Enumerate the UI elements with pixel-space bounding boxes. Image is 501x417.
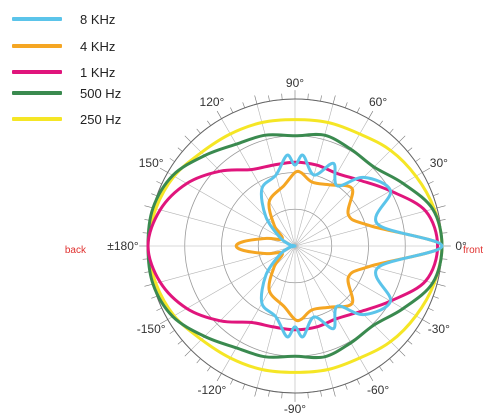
angle-label: 120°: [200, 95, 225, 109]
angle-label: 0°: [455, 239, 467, 253]
grid-tick: [196, 358, 201, 364]
grid-tick: [207, 366, 211, 372]
grid-tick: [332, 387, 336, 397]
grid-tick: [230, 379, 234, 385]
grid-tick: [344, 384, 348, 390]
legend-item-4-khz: 4 KHz: [12, 38, 115, 54]
angle-label: 90°: [286, 76, 304, 90]
series-line-4-khz: [234, 169, 444, 323]
grid-tick: [344, 102, 348, 108]
grid-tick: [159, 319, 168, 325]
grid-tick: [184, 135, 192, 143]
grid-tick: [422, 167, 431, 173]
grid-tick: [184, 349, 192, 357]
grid-tick: [281, 93, 283, 100]
back-label: back: [65, 245, 87, 256]
grid-tick: [177, 340, 183, 345]
legend-swatch: [12, 70, 62, 74]
grid-tick: [389, 358, 394, 364]
grid-tick: [433, 295, 439, 299]
grid-tick: [356, 379, 360, 385]
grid-tick: [254, 387, 258, 397]
grid-tick: [254, 95, 258, 105]
legend-label: 500 Hz: [80, 85, 122, 101]
grid-tick: [433, 193, 439, 197]
angle-label: ±180°: [107, 239, 139, 253]
grid-tick: [242, 102, 246, 108]
grid-tick: [242, 384, 246, 390]
grid-tick: [428, 307, 434, 311]
series-line-1-khz: [146, 160, 440, 332]
grid-tick: [268, 95, 270, 102]
grid-tick: [156, 181, 162, 185]
series-line-8-khz: [259, 153, 444, 339]
angle-label: -30°: [428, 322, 450, 336]
grid-tick: [398, 349, 406, 357]
front-label: front: [463, 245, 483, 256]
grid-tick: [268, 390, 270, 397]
grid-tick: [159, 167, 168, 173]
grid-tick: [407, 147, 413, 152]
legend-label: 8 KHz: [80, 11, 116, 27]
grid-tick: [379, 120, 383, 126]
grid-tick: [230, 107, 234, 113]
grid-tick: [415, 330, 421, 334]
grid-tick: [356, 107, 360, 113]
grid-tick: [169, 330, 175, 334]
grid-tick: [436, 205, 446, 209]
angle-label: -60°: [367, 383, 389, 397]
grid-tick: [398, 135, 406, 143]
grid-tick: [151, 295, 157, 299]
grid-tick: [196, 128, 201, 134]
grid-tick: [151, 193, 157, 197]
grid-tick: [368, 110, 374, 119]
legend-swatch: [12, 44, 62, 48]
legend-swatch: [12, 91, 62, 95]
legend-swatch: [12, 117, 62, 121]
legend-item-250-hz: 250 Hz: [12, 111, 121, 127]
angle-label: -120°: [198, 383, 227, 397]
legend-item-500-hz: 500 Hz: [12, 85, 121, 101]
grid-tick: [415, 158, 421, 162]
angle-label: 30°: [430, 156, 448, 170]
legend-item-8-khz: 8 KHz: [12, 11, 115, 27]
grid-tick: [320, 390, 322, 397]
grid-tick: [368, 373, 374, 382]
grid-tick: [436, 283, 446, 287]
legend-label: 250 Hz: [80, 111, 122, 127]
grid-tick: [407, 340, 413, 345]
grid-tick: [169, 158, 175, 162]
grid-tick: [307, 392, 309, 399]
grid-tick: [439, 219, 446, 221]
grid-tick: [177, 147, 183, 152]
angle-label: 150°: [139, 156, 164, 170]
grid-tick: [281, 392, 283, 399]
angle-label: 60°: [369, 95, 387, 109]
legend-item-1-khz: 1 KHz: [12, 64, 115, 80]
grid-tick: [156, 307, 162, 311]
legend-label: 1 KHz: [80, 64, 116, 80]
grid-tick: [422, 319, 431, 325]
grid-tick: [428, 181, 434, 185]
legend-swatch: [12, 17, 62, 21]
grid-tick: [207, 120, 211, 126]
legend-label: 4 KHz: [80, 38, 116, 54]
grid-tick: [439, 271, 446, 273]
grid-tick: [216, 110, 222, 119]
grid-tick: [379, 366, 383, 372]
grid-tick: [332, 95, 336, 105]
angle-label: -90°: [284, 402, 306, 416]
grid-tick: [307, 93, 309, 100]
angle-label: -150°: [137, 322, 166, 336]
grid-tick: [389, 128, 394, 134]
grid-tick: [320, 95, 322, 102]
grid-tick: [216, 373, 222, 382]
